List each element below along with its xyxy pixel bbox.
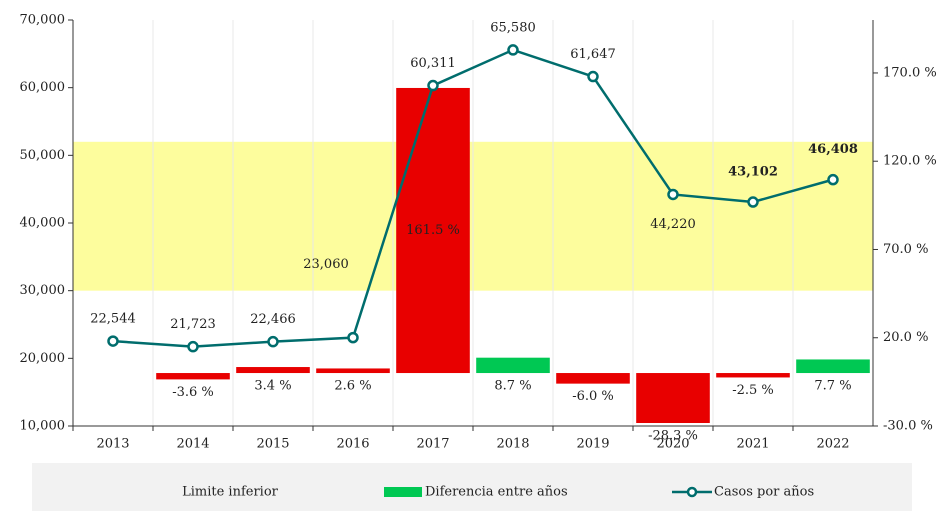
point-label: 60,311 [410, 56, 456, 71]
x-tick-label: 2019 [576, 437, 609, 452]
y2-tick-label: 170.0 % [883, 65, 937, 80]
legend-label: Casos por años [714, 485, 814, 500]
y-tick-label: 10,000 [20, 419, 66, 434]
legend-swatch [384, 487, 422, 497]
y2-tick-label: 70.0 % [883, 242, 928, 257]
y2-tick-label: 120.0 % [883, 154, 937, 169]
point-label: 65,580 [490, 20, 536, 35]
point-label: 22,466 [250, 312, 296, 327]
y-tick-label: 30,000 [20, 283, 66, 298]
bar [156, 373, 230, 380]
point-label: 44,220 [650, 217, 696, 232]
point-label: 21,723 [170, 317, 216, 332]
bar-label: 7.7 % [814, 379, 851, 394]
point [747, 196, 759, 208]
x-tick-label: 2014 [176, 437, 209, 452]
bar-label: -6.0 % [572, 389, 614, 404]
bar-label: 3.4 % [254, 379, 291, 394]
y-tick-label: 60,000 [20, 80, 66, 95]
x-tick-label: 2021 [736, 437, 769, 452]
y-tick-label: 70,000 [20, 13, 66, 28]
bar [556, 373, 630, 384]
point-label: 23,060 [303, 257, 349, 272]
bar [236, 367, 310, 374]
bar [396, 87, 470, 374]
point [587, 70, 599, 83]
x-tick-label: 2016 [336, 437, 369, 452]
bar [316, 368, 390, 374]
y-tick-label: 40,000 [20, 216, 66, 231]
bar-label: 8.7 % [494, 379, 531, 394]
x-tick-label: 2018 [496, 437, 529, 452]
legend-label: Diferencia entre años [425, 485, 568, 500]
legend-label: Limite inferior [182, 485, 279, 500]
point [107, 335, 119, 347]
point [427, 79, 439, 92]
bar-label: 161.5 % [406, 223, 460, 238]
y-tick-label: 20,000 [20, 351, 66, 366]
y-tick-label: 50,000 [20, 148, 66, 163]
point [667, 188, 679, 201]
point-label: 46,408 [808, 142, 858, 157]
x-tick-label: 2022 [816, 437, 849, 452]
line [112, 48, 834, 348]
x-tick-label: 2013 [96, 437, 129, 452]
y2-tick-label: 20.0 % [883, 330, 928, 345]
point [347, 331, 359, 344]
x-tick-label: 2017 [416, 437, 449, 452]
bar-label: -2.5 % [732, 383, 774, 398]
bar [636, 373, 710, 423]
y2-tick-label: -30.0 % [883, 419, 933, 434]
bar [476, 357, 550, 374]
bar [716, 373, 790, 378]
point [507, 44, 519, 56]
point [187, 340, 199, 353]
bar-label: -3.6 % [172, 385, 214, 400]
point-label: 22,544 [90, 312, 136, 327]
point-label: 43,102 [728, 165, 778, 180]
point-label: 61,647 [570, 47, 616, 62]
bar-label: -28.3 % [648, 428, 698, 443]
x-tick-label: 2020 [656, 437, 689, 452]
x-tick-label: 2015 [256, 437, 289, 452]
legend-point [686, 486, 698, 498]
legend-box [32, 463, 912, 511]
point [267, 335, 279, 348]
bar [796, 359, 870, 374]
bar-label: 2.6 % [334, 379, 371, 394]
point [827, 173, 839, 186]
